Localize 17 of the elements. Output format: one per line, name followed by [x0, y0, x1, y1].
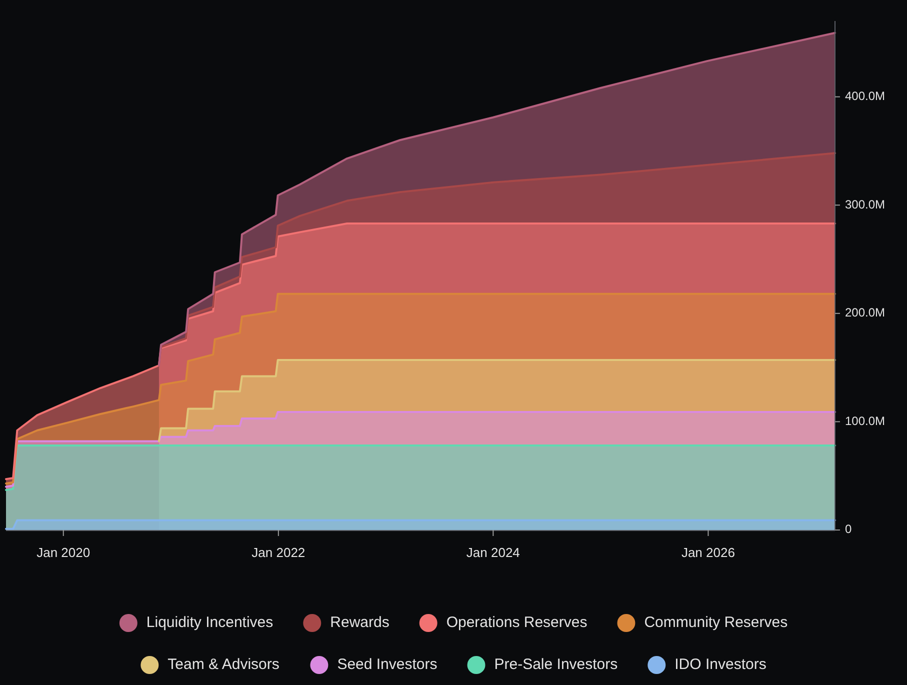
y-tick-label: 100.0M [845, 414, 886, 428]
x-tick-label: Jan 2022 [252, 545, 306, 560]
legend-label: Liquidity Incentives [146, 614, 274, 631]
y-tick-label: 400.0M [845, 88, 886, 103]
legend-label: Rewards [330, 614, 390, 631]
legend-label: Operations Reserves [446, 614, 588, 631]
y-tick-label: 200.0M [845, 306, 886, 320]
y-tick-label: 0 [845, 522, 852, 536]
legend-label: Team & Advisors [168, 656, 280, 673]
y-tick-label: 300.0M [845, 197, 886, 212]
x-tick-label: Jan 2026 [681, 545, 735, 560]
legend-label: IDO Investors [674, 656, 766, 673]
x-tick-label: Jan 2020 [36, 545, 90, 560]
legend-label: Community Reserves [644, 614, 788, 631]
x-tick-label: Jan 2024 [466, 545, 520, 560]
legend-label: Seed Investors [337, 656, 438, 673]
legend-label: Pre-Sale Investors [494, 656, 618, 673]
